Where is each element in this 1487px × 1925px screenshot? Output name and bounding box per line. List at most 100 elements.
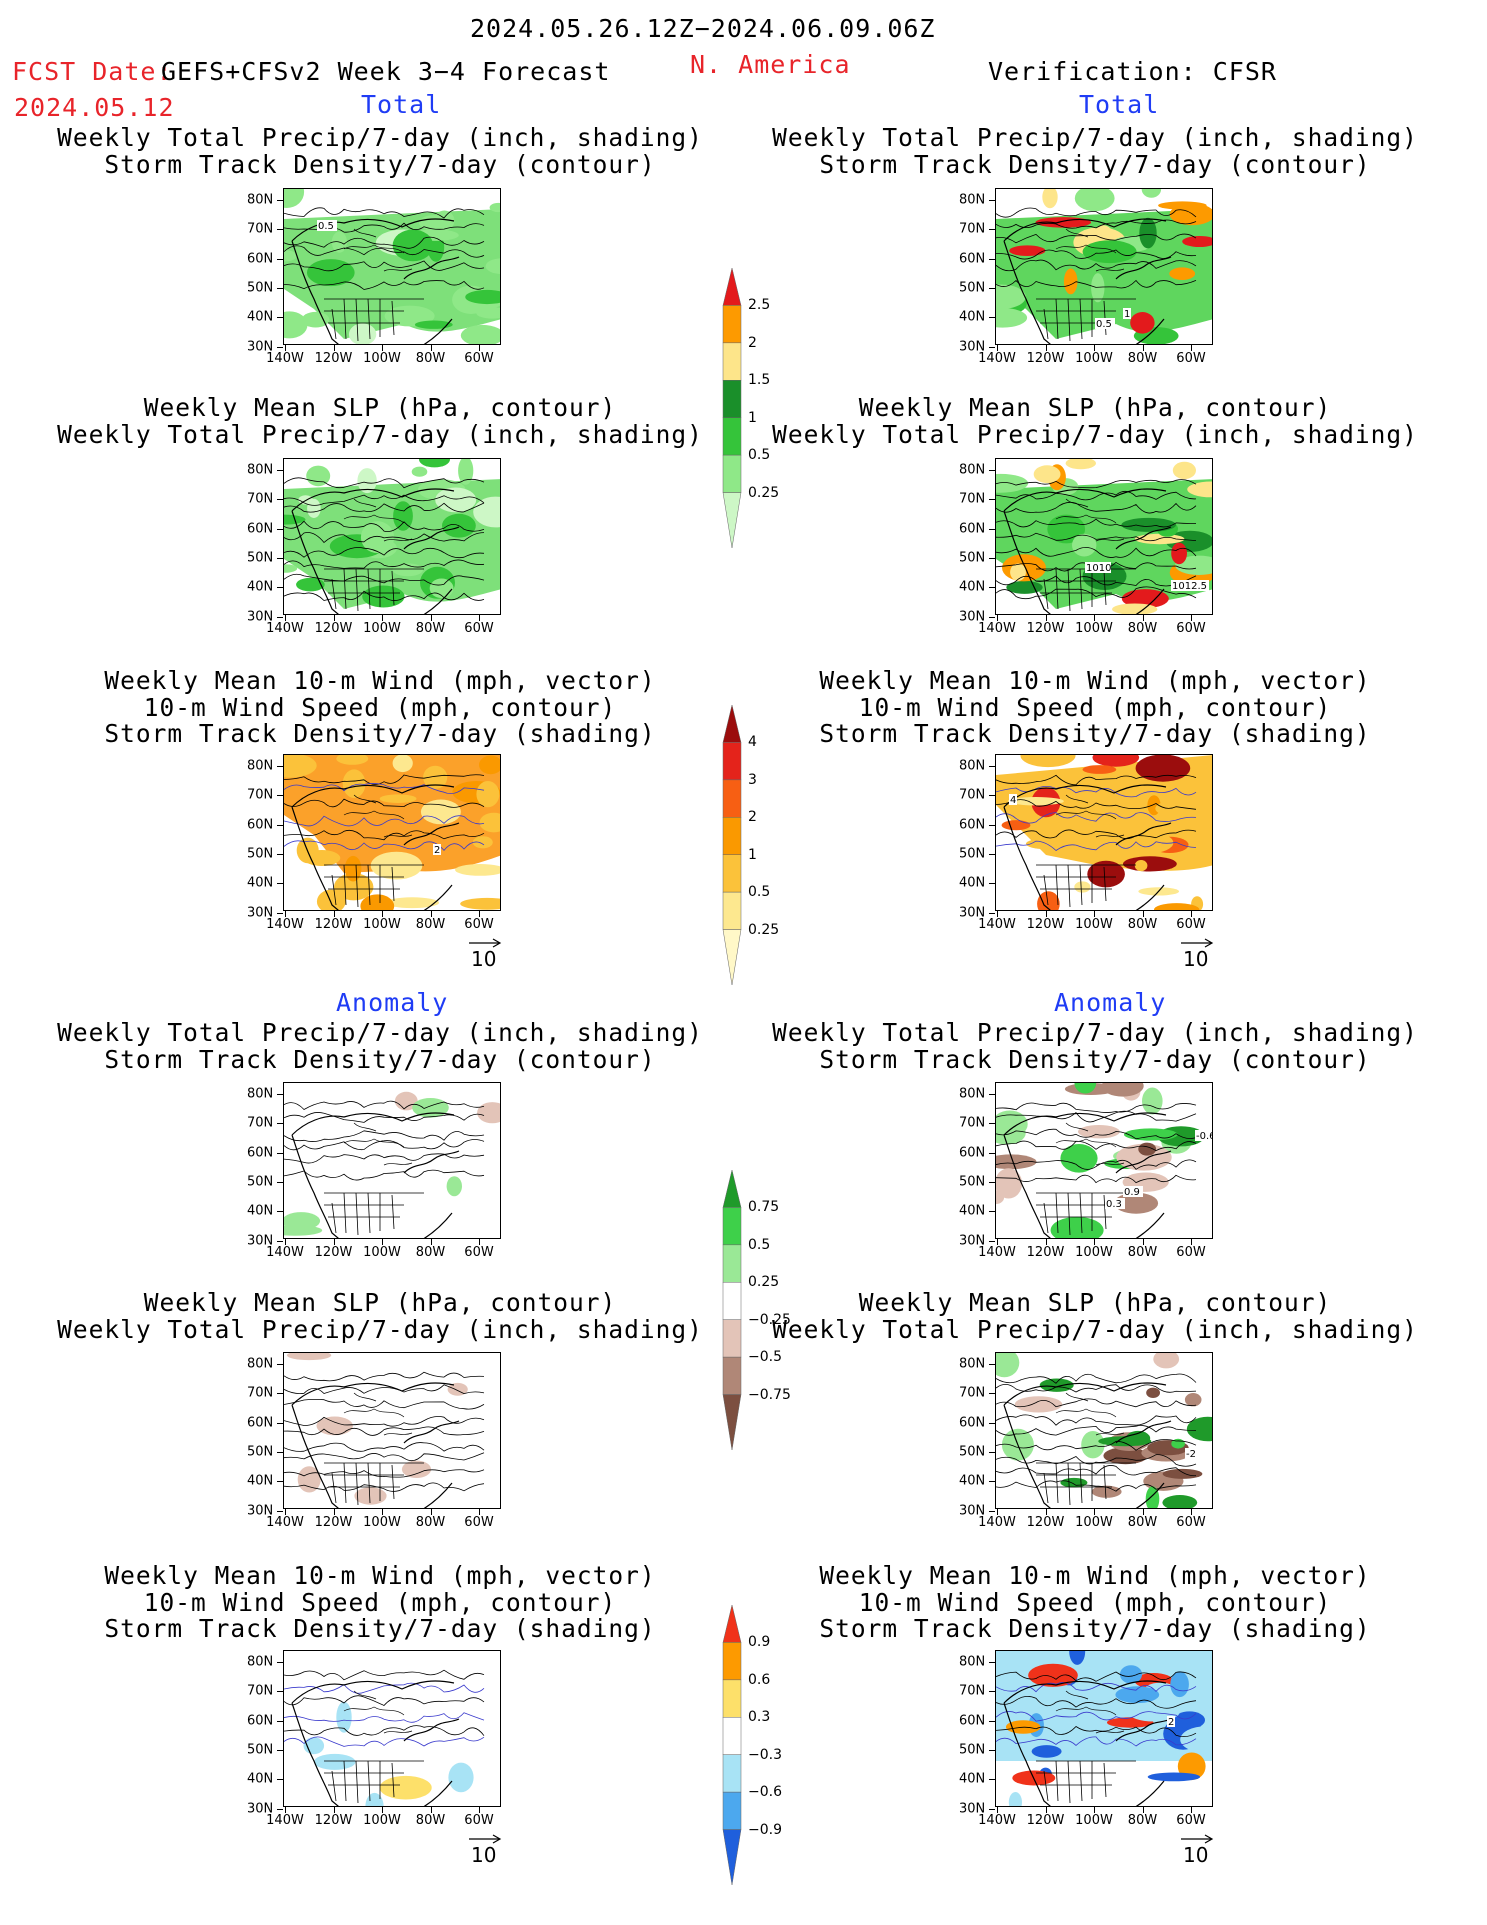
colorbar-label: 2.5: [748, 297, 771, 314]
shading-blob: [1162, 1468, 1203, 1479]
contour-line: [996, 518, 1197, 528]
vector-reference-arrow: [469, 938, 502, 948]
shading-blob: [379, 1775, 432, 1800]
verification-label: Verification: CFSR: [988, 57, 1277, 86]
lon-tick: [382, 1807, 383, 1813]
shading-blob: [460, 897, 500, 910]
map-graphic: 0.51: [996, 189, 1212, 344]
shading-blob: [1119, 1665, 1143, 1684]
lat-label: 40N: [247, 1771, 274, 1787]
lat-tick: [989, 1451, 995, 1453]
lat-tick: [989, 1123, 995, 1125]
lat-label: 80N: [247, 1654, 274, 1670]
lon-tick: [1094, 911, 1095, 917]
lat-tick: [277, 1240, 283, 1242]
lat-label: 50N: [247, 1742, 274, 1758]
contour-line: [284, 494, 485, 506]
panel-title-line: Weekly Mean 10-m Wind (mph, vector): [819, 1561, 1371, 1590]
contour-line: [996, 1454, 1197, 1467]
contour-line: [996, 1140, 1197, 1152]
colorbar-segment: [722, 891, 742, 930]
vector-reference-arrow: [469, 1834, 502, 1844]
lon-label: 60W: [1176, 1245, 1206, 1260]
contour-line: [284, 1682, 485, 1694]
shading-blob: [448, 1762, 474, 1793]
lat-label: 50N: [247, 1444, 274, 1460]
colorbar-segment: [722, 454, 742, 493]
shading-blob: [354, 1487, 387, 1505]
lat-tick: [277, 853, 283, 855]
map: [283, 1352, 501, 1509]
lat-label: 70N: [247, 1115, 274, 1131]
svg-text:-2: -2: [1186, 1449, 1196, 1460]
shading-blob: [1144, 1659, 1171, 1672]
contour-line: [996, 1384, 1197, 1393]
shading-blob: [1154, 903, 1200, 910]
lat-label: 80N: [247, 462, 274, 478]
lon-tick: [997, 1239, 998, 1245]
lat-label: 70N: [247, 1385, 274, 1401]
contour-line: [284, 1100, 485, 1111]
panel-title: Weekly Mean SLP (hPa, contour) Weekly Tot…: [30, 1289, 730, 1343]
svg-text:1012.5: 1012.5: [1172, 581, 1207, 592]
colorbar-segment: [722, 817, 742, 855]
colorbar-segment: [722, 1605, 742, 1643]
lon-tick: [1142, 1239, 1144, 1245]
contour-line: [996, 1465, 1197, 1477]
shading-blob: [1174, 1711, 1205, 1729]
lon-tick: [1191, 1807, 1192, 1813]
shading-blob: [411, 466, 428, 477]
lat-tick: [989, 1393, 995, 1395]
lat-label: 70N: [247, 1683, 274, 1699]
shading-blob: [434, 210, 455, 231]
contour-line: [996, 1671, 1197, 1682]
shading-blob: [334, 873, 374, 901]
colorbar-label: 0.5: [748, 447, 771, 464]
panel-title: Weekly Mean SLP (hPa, contour) Weekly Tot…: [30, 394, 730, 448]
contour-label: -2: [1185, 1448, 1199, 1460]
svg-text:2: 2: [1168, 1717, 1174, 1728]
lon-label: 80W: [415, 351, 446, 366]
shading-blob: [284, 250, 297, 262]
contour-line: [284, 1426, 485, 1436]
lon-label: 100W: [363, 351, 401, 366]
shading-blob: [1116, 1143, 1172, 1171]
lat-label: 50N: [959, 846, 986, 862]
shading-blob: [1186, 1416, 1212, 1442]
shading-blob: [1033, 465, 1061, 484]
colorbar-segment: [722, 1207, 742, 1246]
colorbar-label: −0.9: [748, 1821, 782, 1838]
lat-tick: [277, 1393, 283, 1395]
lat-tick: [989, 528, 995, 530]
shading-blob: [446, 1176, 462, 1197]
shading-blob: [1069, 1651, 1086, 1665]
lat-label: 40N: [959, 1203, 986, 1219]
lon-tick: [382, 1239, 383, 1245]
shading-blob: [996, 1168, 1023, 1199]
shading-blob: [1078, 1125, 1120, 1139]
contour-line: [996, 840, 1197, 852]
lat-tick: [277, 616, 283, 618]
panel-title-line: Weekly Mean SLP (hPa, contour): [858, 393, 1332, 422]
lon-tick: [479, 911, 480, 917]
lon-tick: [333, 615, 335, 621]
map-graphic: [284, 1353, 500, 1508]
map: -0.6 0.90.3: [995, 1082, 1213, 1239]
lat-tick: [277, 1662, 283, 1663]
shading-blob: [1006, 580, 1043, 594]
panel-title: Weekly Mean SLP (hPa, contour) Weekly Tot…: [745, 1289, 1445, 1344]
contour-line: [996, 1725, 1197, 1738]
shading-blob: [313, 1753, 356, 1770]
contour-line: [284, 1130, 485, 1142]
panel-title-line: Weekly Total Precip/7-day (inch, shading…: [772, 1314, 1418, 1344]
lon-label: 140W: [266, 351, 304, 366]
map: 4: [995, 754, 1213, 911]
lat-label: 30N: [247, 1503, 274, 1518]
shading-blob: [1028, 1663, 1078, 1687]
shading-blob: [1142, 1087, 1163, 1115]
svg-text:0.9: 0.9: [1124, 1187, 1140, 1198]
lon-tick: [479, 615, 480, 621]
lat-tick: [989, 824, 995, 826]
shading-blob: [455, 864, 500, 876]
lon-tick: [382, 911, 383, 917]
